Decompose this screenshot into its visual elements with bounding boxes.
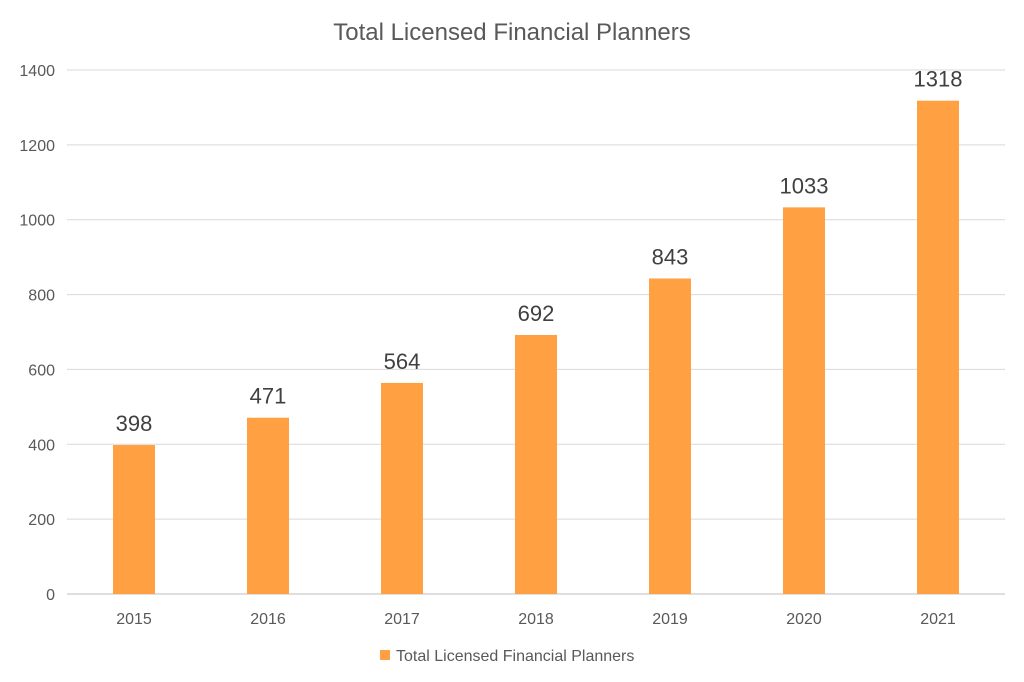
data-label: 564 bbox=[384, 349, 421, 374]
y-tick-label: 1200 bbox=[19, 138, 55, 155]
x-tick-label: 2021 bbox=[920, 611, 956, 628]
x-axis-ticks: 2015 2016 2017 2018 2019 2020 2021 bbox=[116, 611, 956, 628]
x-tick-label: 2020 bbox=[786, 611, 822, 628]
bar bbox=[515, 334, 557, 594]
x-tick-label: 2017 bbox=[384, 611, 420, 628]
bar bbox=[381, 382, 423, 594]
y-tick-label: 600 bbox=[28, 362, 55, 379]
data-label: 398 bbox=[116, 411, 153, 436]
bar bbox=[113, 445, 155, 594]
y-tick-label: 200 bbox=[28, 512, 55, 529]
legend: Total Licensed Financial Planners bbox=[380, 648, 634, 665]
y-tick-label: 0 bbox=[46, 587, 55, 604]
chart-title: Total Licensed Financial Planners bbox=[333, 19, 691, 46]
data-label: 1318 bbox=[914, 67, 963, 92]
bar bbox=[649, 278, 691, 594]
data-label: 1033 bbox=[780, 173, 829, 198]
legend-swatch bbox=[380, 650, 390, 660]
legend-label: Total Licensed Financial Planners bbox=[396, 648, 634, 665]
bar bbox=[783, 207, 825, 594]
x-tick-label: 2016 bbox=[250, 611, 286, 628]
y-axis-ticks: 0 200 400 600 800 1000 1200 1400 bbox=[19, 63, 55, 604]
bar bbox=[917, 100, 959, 594]
data-label: 471 bbox=[250, 384, 287, 409]
bar bbox=[247, 417, 289, 594]
bars: 398 471 564 692 843 1033 1318 bbox=[113, 67, 962, 594]
data-label: 692 bbox=[518, 301, 555, 326]
x-tick-label: 2018 bbox=[518, 611, 554, 628]
x-tick-label: 2015 bbox=[116, 611, 152, 628]
y-tick-label: 1400 bbox=[19, 63, 55, 80]
x-tick-label: 2019 bbox=[652, 611, 688, 628]
y-tick-label: 400 bbox=[28, 437, 55, 454]
y-tick-label: 1000 bbox=[19, 213, 55, 230]
y-tick-label: 800 bbox=[28, 288, 55, 305]
data-label: 843 bbox=[652, 244, 689, 269]
